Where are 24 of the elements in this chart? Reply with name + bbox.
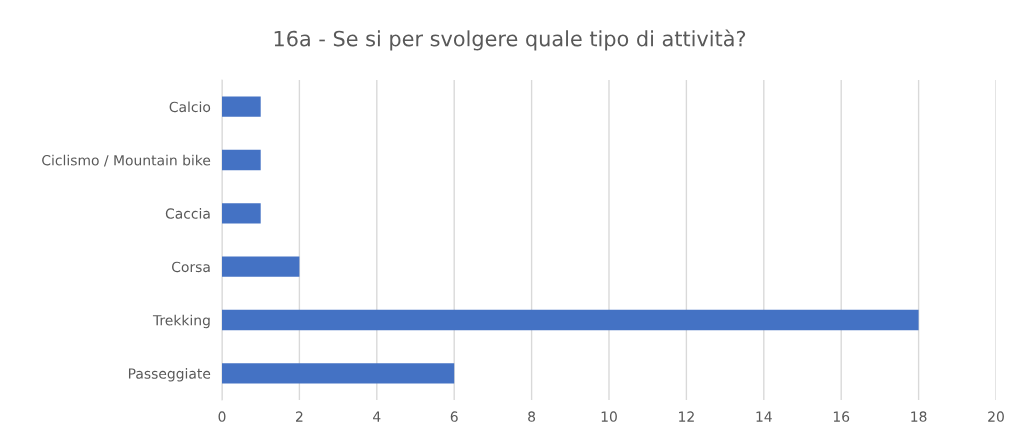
bar — [222, 96, 261, 117]
bar — [222, 203, 261, 224]
y-tick-label: Passeggiate — [128, 368, 211, 382]
x-tick-label: 8 — [528, 411, 536, 422]
y-tick-label: Calcio — [169, 101, 211, 113]
x-tick-label: 12 — [679, 411, 694, 422]
x-tick-label: 0 — [218, 411, 226, 422]
bar — [222, 363, 455, 384]
x-tick-label: 2 — [296, 411, 303, 422]
y-tick-label: Trekking — [152, 314, 210, 329]
x-tick-label: 10 — [601, 411, 617, 422]
x-tick-label: 18 — [911, 411, 927, 422]
x-tick-label: 20 — [988, 411, 1004, 422]
bar — [222, 149, 261, 171]
bar — [222, 256, 300, 277]
y-tick-label: Corsa — [172, 261, 210, 273]
x-tick-label: 4 — [373, 411, 381, 422]
chart-title: 16a - Se si per svolgere quale tipo di attività? — [274, 29, 746, 51]
x-tick-label: 14 — [756, 411, 772, 422]
y-tick-label: Ciclismo / Mountain bike — [42, 154, 211, 167]
x-tick-label: 16 — [833, 411, 850, 422]
bar — [222, 309, 919, 331]
x-tick-label: 6 — [450, 411, 458, 422]
y-tick-label: Caccia — [165, 208, 210, 219]
